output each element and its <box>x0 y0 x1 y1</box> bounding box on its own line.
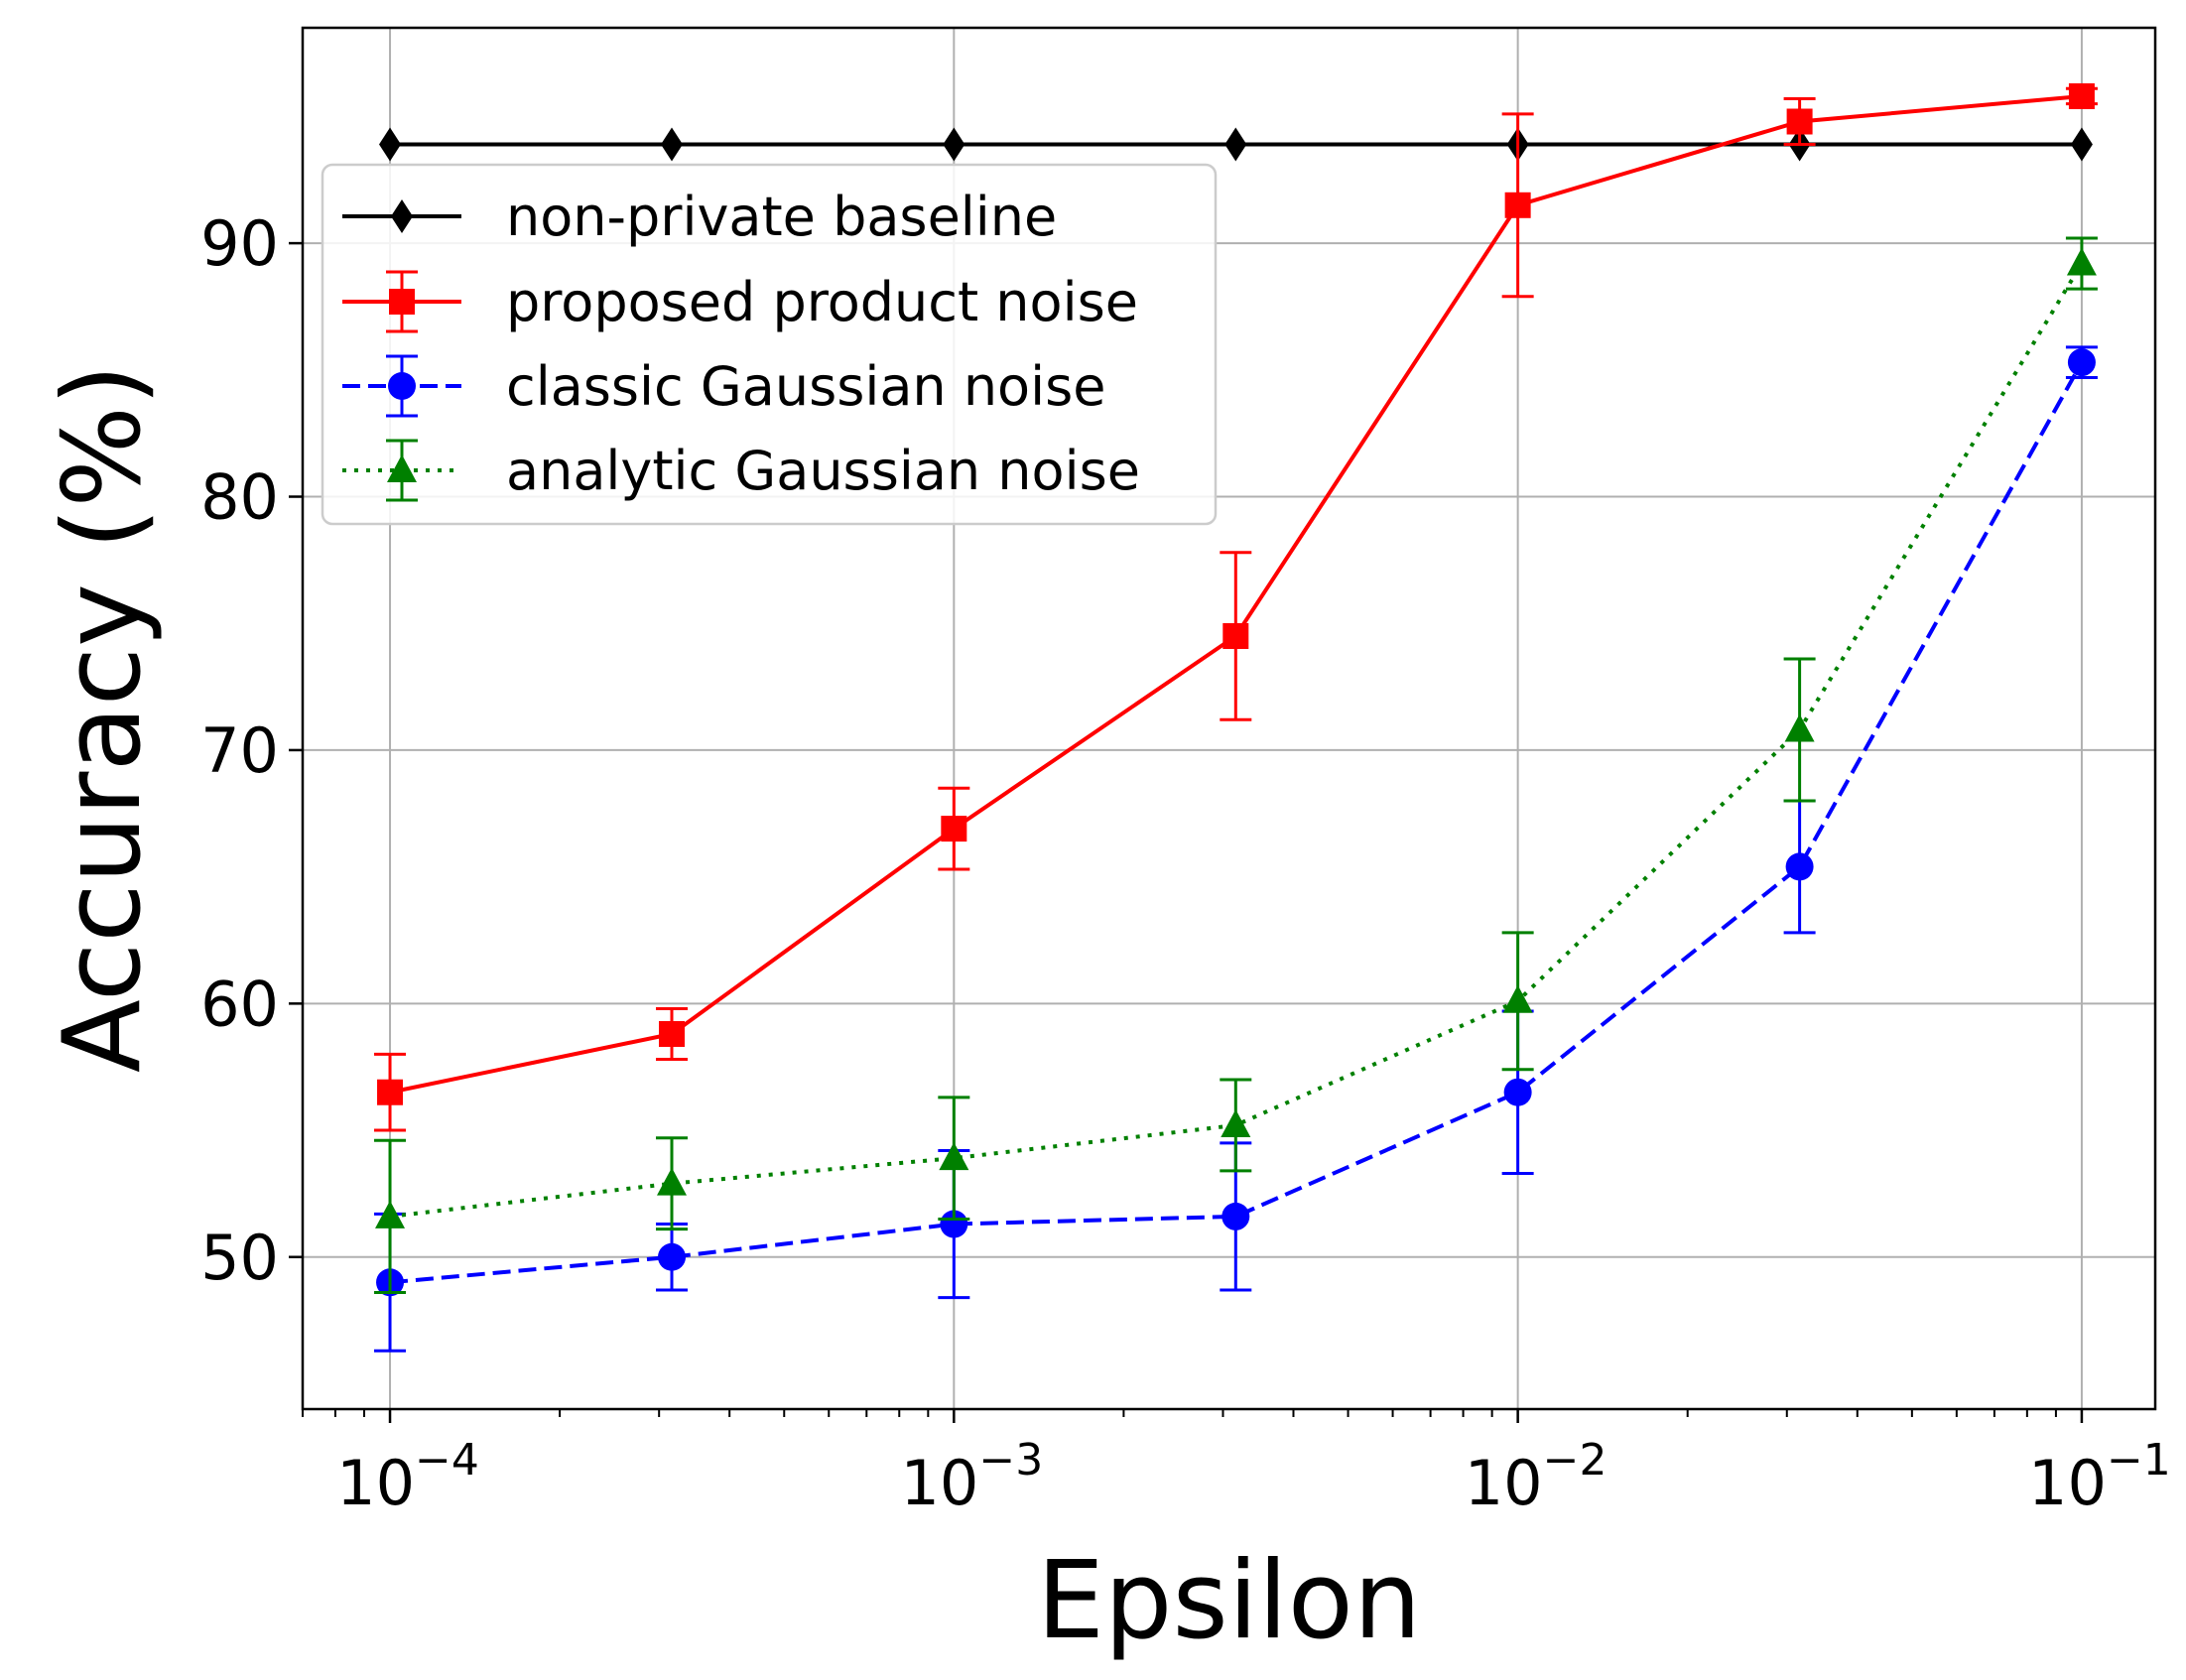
data-point <box>2066 247 2097 276</box>
y-tick-label: 80 <box>200 461 279 534</box>
data-point <box>1222 622 1249 649</box>
data-point <box>940 1210 968 1238</box>
data-point <box>1786 108 1813 135</box>
plot-frame <box>301 26 2157 1411</box>
data-point <box>939 1142 969 1171</box>
data-point <box>941 816 967 842</box>
data-point <box>375 1200 406 1228</box>
legend-marker <box>388 372 416 400</box>
y-axis-label: Accuracy (%) <box>41 364 165 1073</box>
legend-item: non-private baseline <box>342 186 1057 248</box>
data-point <box>1221 1108 1251 1137</box>
data-point <box>1785 852 1814 881</box>
data-point <box>658 1242 687 1271</box>
x-tick-exponent: −4 <box>415 1435 479 1486</box>
legend-box <box>321 163 1218 526</box>
legend: non-private baseline proposed product noi… <box>321 163 1218 526</box>
legend-marker <box>391 199 413 233</box>
data-point <box>1502 984 1533 1013</box>
x-tick-label: 10−3 <box>900 1435 1043 1519</box>
data-point <box>379 127 402 162</box>
y-tick-label: 60 <box>200 968 279 1040</box>
legend-label: non-private baseline <box>506 186 1057 248</box>
legend-marker <box>387 454 417 482</box>
data-point <box>659 1020 686 1047</box>
x-tick-exponent: −1 <box>2107 1435 2171 1486</box>
x-tick-exponent: −3 <box>978 1435 1043 1486</box>
y-tick-label: 50 <box>200 1222 279 1294</box>
data-point <box>2067 348 2096 377</box>
legend-label: proposed product noise <box>506 271 1138 333</box>
legend-marker <box>389 289 415 315</box>
data-point <box>2070 127 2093 162</box>
data-point <box>1222 1202 1250 1230</box>
x-tick-exponent: −2 <box>1543 1435 1607 1486</box>
legend-label: classic Gaussian noise <box>506 355 1105 418</box>
data-point <box>661 127 684 162</box>
legend-item: analytic Gaussian noise <box>342 439 1140 502</box>
data-point <box>1504 192 1531 218</box>
data-point <box>1784 713 1815 742</box>
legend-label: analytic Gaussian noise <box>506 440 1140 502</box>
data-point <box>657 1167 688 1196</box>
legend-item: proposed product noise <box>342 270 1138 333</box>
data-point <box>2068 82 2095 109</box>
data-point <box>1503 1078 1532 1106</box>
data-point <box>943 127 965 162</box>
series-3 <box>374 236 2098 1295</box>
series-1 <box>374 82 2098 1132</box>
x-axis-label: Epsilon <box>1037 1539 1422 1663</box>
series-layer <box>374 82 2098 1353</box>
y-tick-label: 70 <box>200 714 279 787</box>
data-point <box>1224 127 1247 162</box>
x-tick-label: 10−4 <box>336 1435 479 1519</box>
y-tick-label: 90 <box>200 207 279 280</box>
data-point <box>377 1079 404 1105</box>
legend-item: classic Gaussian noise <box>342 354 1105 418</box>
